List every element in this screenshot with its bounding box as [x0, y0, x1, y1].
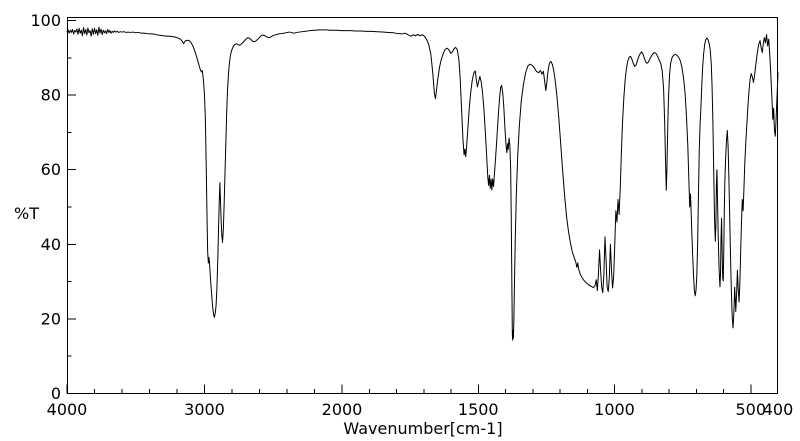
x-tick-label: 1500: [458, 400, 499, 419]
y-axis-ticks: [67, 20, 76, 394]
plot-frame: [67, 17, 778, 394]
x-tick-label: 3000: [184, 400, 225, 419]
x-tick-label: 1000: [594, 400, 635, 419]
y-tick-label: 40: [41, 235, 61, 254]
x-axis-title: Wavenumber[cm-1]: [343, 419, 502, 438]
y-tick-label: 80: [41, 86, 61, 105]
x-tick-label: 4000: [47, 400, 88, 419]
spectrum-curve: [66, 26, 779, 341]
y-axis-title: %T: [14, 204, 39, 223]
x-tick-label: 400: [763, 400, 794, 419]
y-tick-label: 0: [51, 384, 61, 403]
y-tick-label: 100: [30, 11, 61, 30]
x-axis-ticks: [66, 384, 752, 394]
y-axis-tick-labels: 0 20 40 60 80 100: [30, 11, 61, 403]
y-tick-label: 60: [41, 160, 61, 179]
y-tick-label: 20: [41, 309, 61, 328]
x-tick-label: 2000: [322, 400, 363, 419]
x-tick-label: 500: [735, 400, 766, 419]
